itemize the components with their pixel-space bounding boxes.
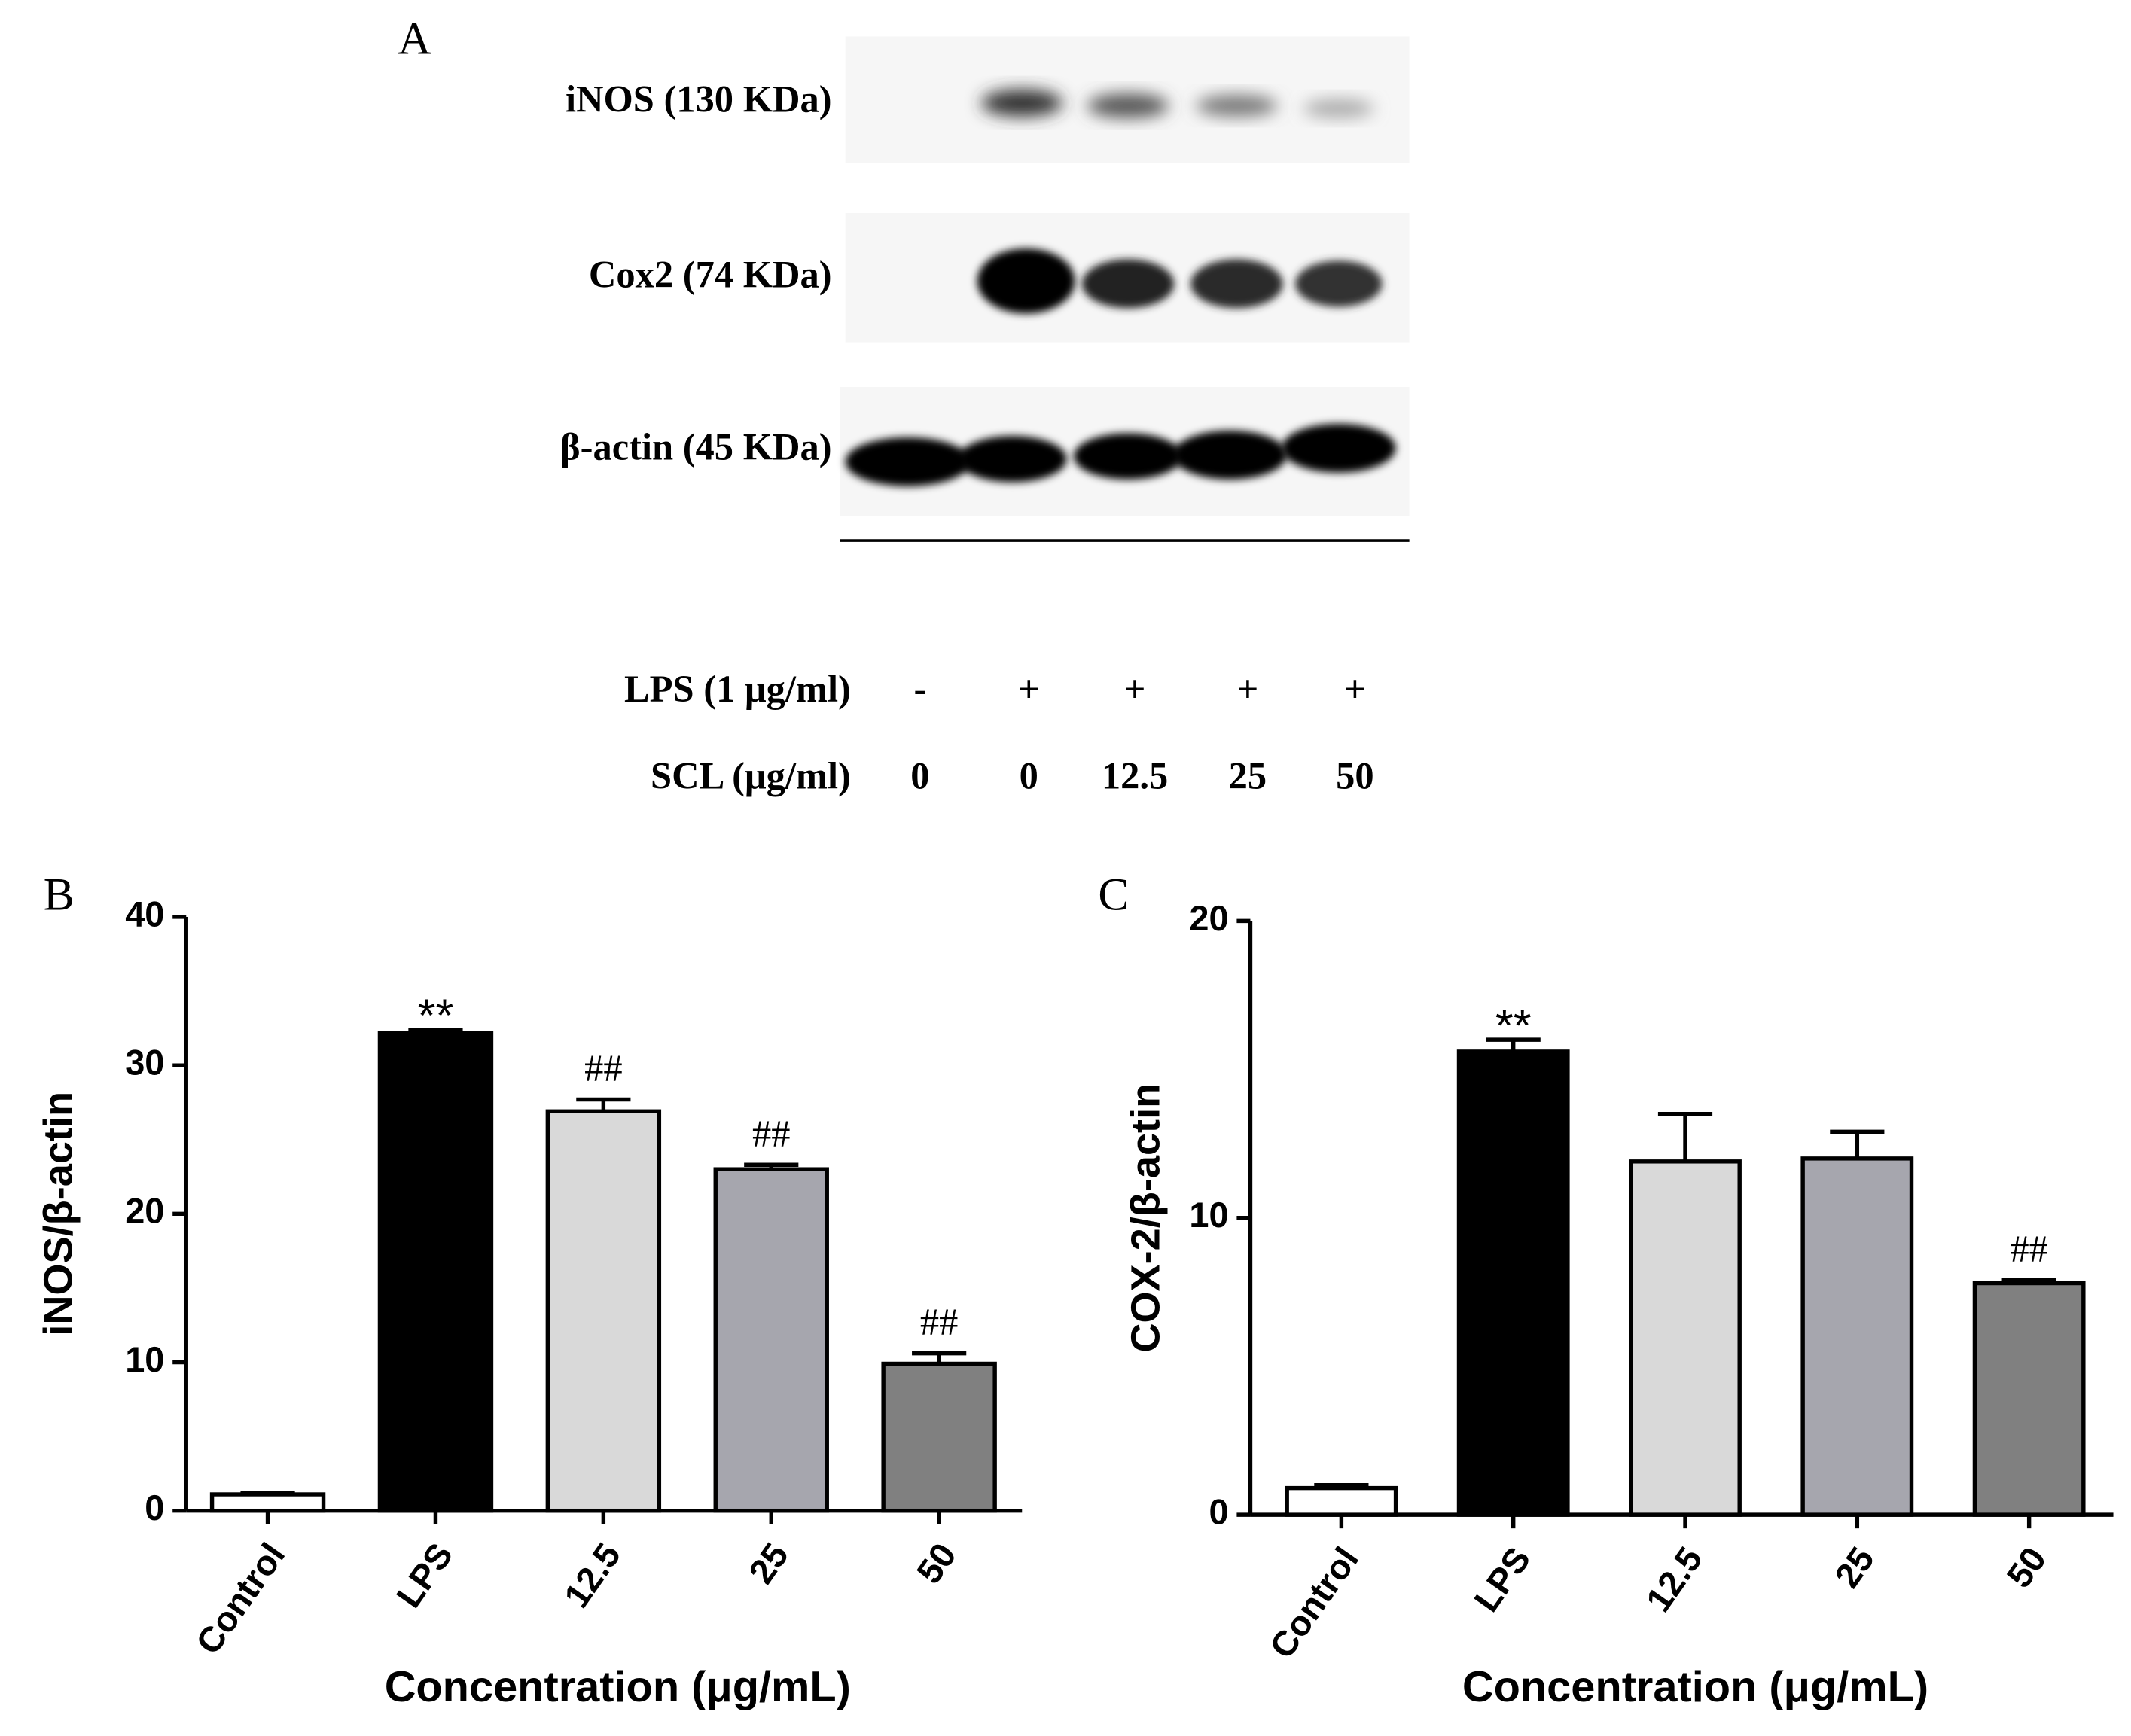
y-tick-label: 30 <box>125 1043 164 1083</box>
bar <box>713 1167 829 1513</box>
band-label: iNOS (130 KDa) <box>566 78 832 120</box>
blot-cox2 <box>845 213 1410 343</box>
y-tick-label: 40 <box>125 894 164 933</box>
lane-label: + <box>1124 668 1146 710</box>
lane-label: - <box>913 668 926 710</box>
chart: C 0 10 20 Control LPS ** 12.5 25 50 ## COX-2/β-acti… <box>1098 870 2114 1711</box>
x-tick-label: 25 <box>1828 1540 1883 1595</box>
blot-labels: iNOS (130 KDa) Cox2 (74 KDa) β-actin (45 K… <box>560 78 1374 796</box>
bar <box>1800 1156 1914 1517</box>
significance-label: ** <box>1495 1000 1532 1052</box>
panel-label: C <box>1098 870 1129 921</box>
bar <box>1629 1159 1742 1517</box>
x-tick-label: 12.5 <box>1639 1540 1710 1619</box>
x-tick-label: Control <box>1262 1540 1366 1665</box>
y-tick-label: 20 <box>1189 899 1228 938</box>
blot-actin <box>840 387 1410 516</box>
band-label: Cox2 (74 KDa) <box>589 253 832 295</box>
significance-label: ## <box>752 1113 791 1155</box>
lane-label: 12.5 <box>1102 754 1168 796</box>
bar <box>1972 1281 2086 1517</box>
bar <box>1456 1049 1570 1517</box>
lane-label: + <box>1236 668 1258 710</box>
row-label: LPS (1 μg/ml) <box>624 668 851 710</box>
significance-label: ## <box>2010 1228 2048 1270</box>
x-tick-label: 50 <box>1999 1540 2054 1595</box>
y-axis-label: iNOS/β-actin <box>36 1092 81 1336</box>
x-tick-label: Control <box>188 1536 292 1661</box>
charts: B 0 10 20 30 40 Control LPS ** 12.5 ## 25 ## 50 ## iNOS… <box>36 870 2114 1711</box>
lane-label: 0 <box>1020 754 1038 796</box>
x-tick-label: LPS <box>389 1536 460 1615</box>
bar <box>881 1361 997 1513</box>
x-axis-label: Concentration (μg/mL) <box>1462 1663 1928 1711</box>
lane-label: 25 <box>1229 754 1267 796</box>
significance-label: ** <box>418 990 454 1042</box>
chart: B 0 10 20 30 40 Control LPS ** 12.5 ## 25 ## 50 ## iNOS… <box>36 870 1023 1711</box>
x-axis-label: Concentration (μg/mL) <box>385 1663 851 1711</box>
band-label: β-actin (45 KDa) <box>560 426 832 468</box>
lane-label: 50 <box>1336 754 1374 796</box>
lane-label: + <box>1344 668 1366 710</box>
y-tick-label: 0 <box>145 1488 164 1527</box>
y-tick-label: 0 <box>1209 1492 1228 1531</box>
y-tick-label: 10 <box>1189 1195 1228 1235</box>
significance-label: ## <box>920 1301 959 1343</box>
x-tick-label: 12.5 <box>556 1536 628 1615</box>
y-axis-label: COX-2/β-actin <box>1123 1083 1168 1353</box>
lane-label: + <box>1018 668 1040 710</box>
panel-label: B <box>44 870 75 921</box>
bar <box>545 1109 662 1513</box>
row-label: SCL (μg/ml) <box>651 754 851 796</box>
x-tick-label: 50 <box>909 1536 964 1591</box>
significance-label: ## <box>584 1047 623 1089</box>
y-tick-label: 20 <box>125 1192 164 1231</box>
bar <box>209 1492 326 1513</box>
y-tick-label: 10 <box>125 1340 164 1379</box>
panel-label: A <box>398 14 431 65</box>
x-tick-label: LPS <box>1467 1540 1538 1619</box>
x-tick-label: 25 <box>742 1536 797 1591</box>
bar <box>1285 1485 1398 1517</box>
lane-label: 0 <box>910 754 929 796</box>
blot-inos <box>845 36 1410 163</box>
bar <box>377 1031 494 1513</box>
